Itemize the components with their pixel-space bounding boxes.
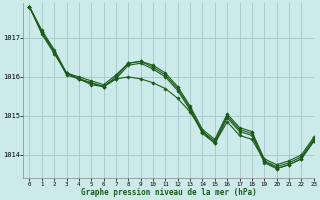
- X-axis label: Graphe pression niveau de la mer (hPa): Graphe pression niveau de la mer (hPa): [81, 188, 256, 197]
